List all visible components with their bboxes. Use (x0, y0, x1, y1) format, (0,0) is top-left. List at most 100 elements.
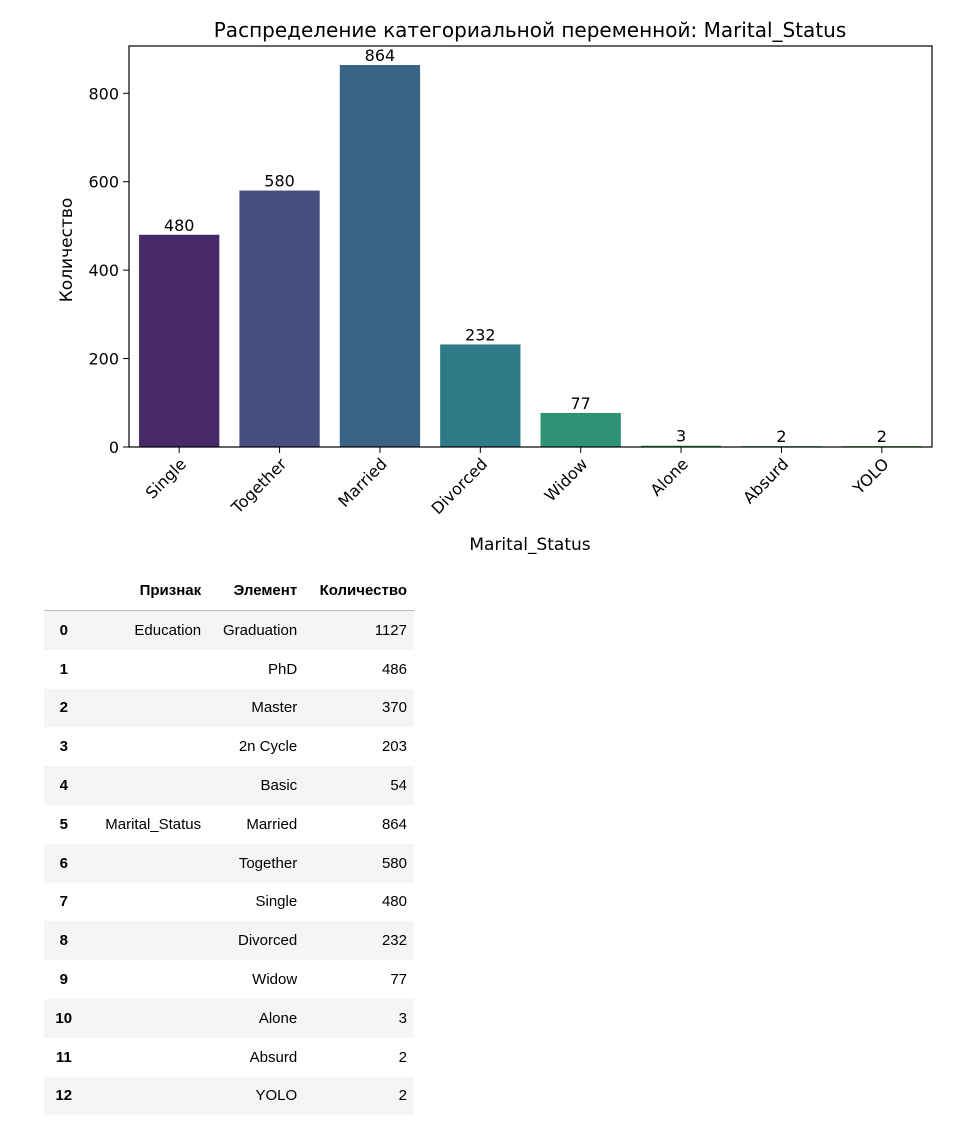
table-row: 6 Together 580 (44, 843, 414, 883)
bar-value-label: 2 (877, 427, 887, 446)
table-row: 12 YOLO 2 (44, 1076, 414, 1116)
x-tick-label: Alone (647, 454, 692, 499)
table-row: 10 Alone 3 (44, 998, 414, 1038)
cell-feature (84, 921, 209, 960)
bar-value-label: 864 (365, 46, 396, 65)
cell-element: Together (238, 854, 298, 872)
summary-table-container: Признак Элемент Количество 0 Education Gra… (44, 570, 414, 1116)
cell-count: 370 (381, 699, 407, 717)
x-tick-label: Divorced (427, 454, 491, 518)
x-axis-ticks: Single Together Married Divorced Widow Alone A… (142, 447, 893, 518)
y-tick-label: 400 (88, 261, 119, 280)
cell-element: PhD (268, 660, 298, 678)
cell-element: Basic (260, 777, 298, 795)
cell-feature (84, 960, 209, 999)
row-index: 12 (55, 1087, 73, 1105)
y-axis-ticks: 0 200 400 600 800 (88, 84, 129, 457)
y-tick-label: 800 (88, 84, 119, 103)
bar-value-labels: 480 580 864 232 77 3 2 2 (164, 46, 887, 446)
chart-title: Распределение категориальной переменной:… (214, 18, 847, 42)
cell-element: Alone (258, 1009, 298, 1027)
table-header-row: Признак Элемент Количество (44, 570, 414, 611)
x-tick-label: YOLO (848, 454, 892, 498)
row-index: 6 (59, 854, 68, 872)
cell-count: 3 (398, 1009, 407, 1027)
row-index: 7 (59, 893, 68, 911)
table-row: 9 Widow 77 (44, 960, 414, 999)
x-axis-label: Marital_Status (469, 535, 590, 555)
cell-count: 486 (381, 660, 407, 678)
row-index: 11 (55, 1048, 72, 1066)
bar-married (339, 65, 421, 448)
cell-element: Absurd (249, 1048, 298, 1066)
table-row: 3 2n Cycle 203 (44, 727, 414, 767)
y-tick-label: 0 (109, 438, 119, 457)
y-axis-label: Количество (57, 198, 77, 303)
cell-element: Graduation (222, 621, 298, 639)
table-row: 4 Basic 54 (44, 766, 414, 805)
cell-count: 54 (390, 777, 407, 795)
bar-value-label: 580 (264, 172, 295, 191)
cell-element: Married (246, 815, 298, 833)
bar-value-label: 2 (776, 427, 786, 446)
row-index: 10 (55, 1009, 73, 1027)
table-row: 2 Master 370 (44, 688, 414, 728)
cell-count: 2 (398, 1048, 407, 1066)
row-index: 1 (59, 660, 68, 678)
bar-value-label: 480 (164, 216, 195, 235)
header-element: Элемент (208, 570, 305, 611)
cell-feature (84, 650, 209, 689)
cell-count: 2 (398, 1087, 407, 1105)
cell-element: Master (251, 699, 298, 717)
table-row: 7 Single 480 (44, 882, 414, 922)
bars (139, 65, 922, 448)
table-row: 8 Divorced 232 (44, 921, 414, 961)
plot-frame (128, 45, 933, 448)
row-index: 8 (59, 932, 68, 950)
cell-count: 580 (381, 854, 407, 872)
row-index: 3 (59, 738, 68, 756)
cell-feature (84, 766, 209, 805)
table-row: 5 Marital_Status Married 864 (44, 804, 414, 844)
cell-count: 864 (381, 815, 407, 833)
header-index (44, 570, 84, 611)
table-row: 11 Absurd 2 (44, 1037, 414, 1077)
cell-feature (84, 727, 209, 766)
x-tick-label: Absurd (739, 454, 792, 507)
cell-feature (84, 844, 209, 883)
cell-element: Divorced (238, 932, 298, 950)
x-tick-label: Together (227, 454, 291, 518)
cell-count: 480 (381, 893, 407, 911)
cell-feature: Education (134, 621, 202, 639)
bar-divorced (440, 344, 521, 447)
x-tick-label: Single (142, 454, 190, 502)
bar-single (139, 234, 220, 447)
row-index: 4 (59, 777, 68, 795)
header-count: Количество (304, 570, 414, 611)
cell-element: YOLO (255, 1087, 298, 1105)
row-index: 5 (59, 815, 68, 833)
cell-element: Widow (252, 971, 298, 989)
row-index: 2 (59, 699, 68, 717)
cell-count: 77 (390, 971, 407, 989)
cell-feature (84, 1077, 209, 1116)
header-feature: Признак (83, 570, 209, 611)
cell-feature (84, 1038, 209, 1077)
cell-feature (84, 689, 209, 728)
summary-table: Признак Элемент Количество 0 Education Gra… (44, 570, 414, 1116)
table-header: Признак Элемент Количество (44, 570, 414, 611)
cell-element: Single (255, 893, 298, 911)
chart-svg: Распределение категориальной переменной:… (57, 18, 933, 555)
y-tick-label: 600 (88, 173, 119, 192)
row-index: 9 (59, 971, 68, 989)
cell-count: 232 (381, 932, 407, 950)
bar-value-label: 232 (465, 325, 496, 344)
bar-chart: Распределение категориальной переменной:… (57, 18, 933, 555)
bar-alone (640, 445, 722, 447)
cell-feature (84, 883, 209, 922)
cell-count: 1127 (374, 621, 407, 639)
bar-together (239, 190, 320, 448)
cell-feature: Marital_Status (105, 815, 202, 833)
table-body: 0 Education Graduation 1127 1 PhD 486 2 Master 37… (44, 610, 414, 1116)
cell-count: 203 (381, 738, 407, 756)
